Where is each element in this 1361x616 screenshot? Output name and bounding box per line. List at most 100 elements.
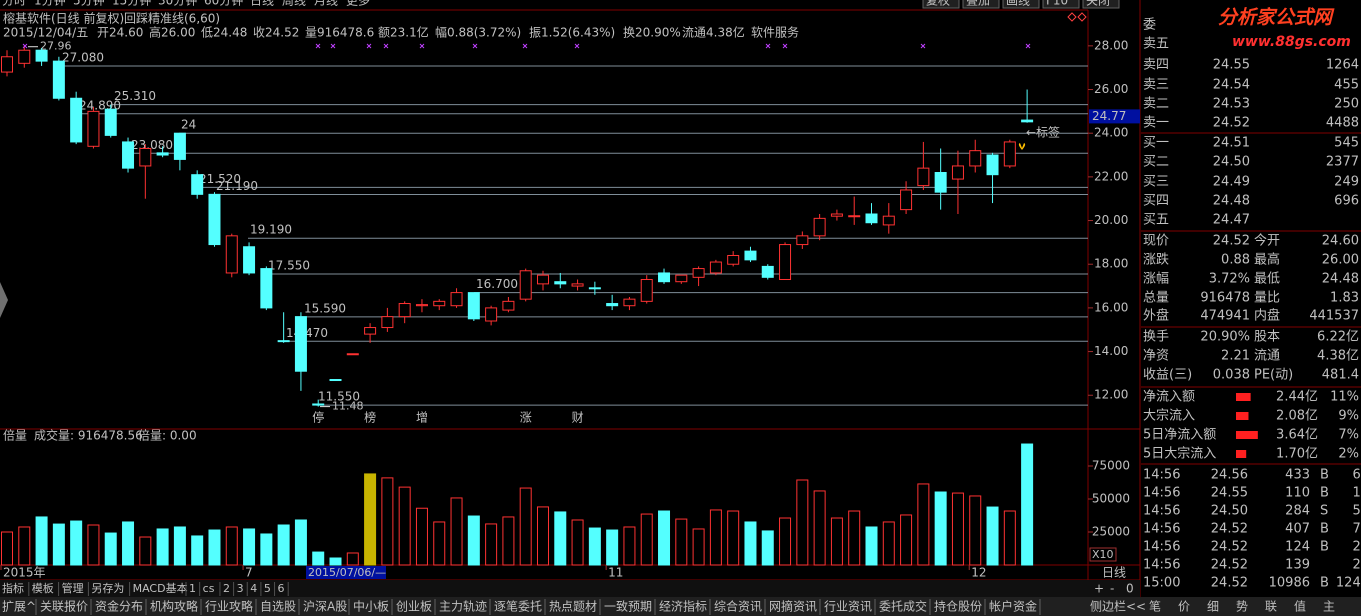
function-tab[interactable]: 创业板	[396, 600, 432, 614]
tool-label[interactable]: 叠加	[966, 0, 990, 8]
tag-label[interactable]: ←标签	[1026, 125, 1060, 140]
tool-label[interactable]: 画线	[1006, 0, 1030, 8]
period-tab[interactable]: 15分钟	[112, 0, 151, 8]
volume-bar	[675, 518, 688, 566]
tool-button[interactable]	[1002, 0, 1040, 9]
function-tab[interactable]: 综合资讯	[714, 599, 762, 614]
window-icon[interactable]	[1067, 12, 1087, 22]
order-price: 24.49	[1213, 175, 1250, 190]
panel-tab[interactable]: 势	[1236, 600, 1248, 614]
indicator-tab[interactable]: 4	[250, 582, 257, 595]
candle-body	[848, 215, 861, 218]
panel-tab[interactable]: 主	[1323, 600, 1335, 614]
y-tick-label: 25000	[1092, 525, 1130, 539]
quote-label: PE(动)	[1254, 368, 1293, 383]
indicator-tab[interactable]: 5	[264, 582, 271, 595]
tool-label[interactable]: 关闭	[1086, 0, 1110, 8]
volume-bar	[744, 521, 757, 566]
tool-label[interactable]: F10	[1046, 0, 1068, 8]
indicator-tab[interactable]: cs	[203, 582, 215, 595]
side-handle[interactable]	[0, 282, 8, 318]
volume-bar	[156, 528, 169, 566]
panel-tab[interactable]: 价	[1178, 600, 1190, 614]
indicator-tab[interactable]: 另存为	[91, 581, 124, 595]
indicator-tab[interactable]: 管理	[62, 581, 84, 595]
panel-tab[interactable]: 笔	[1149, 599, 1161, 614]
event-letter[interactable]: 增	[416, 411, 428, 425]
order-price: 24.53	[1213, 97, 1250, 112]
function-tab[interactable]: 扩展^	[2, 600, 36, 614]
volume-bar	[554, 511, 567, 566]
candle-body	[277, 340, 290, 343]
indicator-tab[interactable]: 1	[189, 582, 196, 595]
function-tab[interactable]: 热点题材	[549, 600, 597, 614]
tick-count: 61	[1352, 468, 1361, 483]
indicator-tab[interactable]: MACD基本	[133, 581, 188, 595]
tick-volume: 139	[1285, 558, 1310, 573]
function-tab[interactable]: 关联报价	[40, 599, 88, 614]
event-letter[interactable]: 涨	[520, 410, 532, 425]
sidebar-toggle[interactable]: 侧边栏<<	[1090, 599, 1146, 614]
tab-bar	[0, 597, 1361, 616]
function-tab[interactable]: 中小板	[353, 599, 389, 614]
zoom-button[interactable]: -	[1110, 582, 1114, 596]
indicator-tab[interactable]: 2	[223, 582, 230, 595]
order-label: 买二	[1143, 155, 1169, 170]
tool-button[interactable]	[922, 0, 960, 9]
tool-button[interactable]	[962, 0, 1000, 9]
function-tab[interactable]: 逐笔委托	[494, 599, 542, 614]
function-tab[interactable]: 网摘资讯	[769, 599, 817, 614]
candle-body	[312, 403, 325, 406]
function-tab[interactable]: 委托成交	[879, 599, 927, 614]
period-tab[interactable]: 5分钟	[73, 0, 105, 8]
tool-button[interactable]	[1042, 0, 1080, 9]
indicator-tab[interactable]: 指标	[2, 581, 24, 595]
candle-body	[1003, 141, 1016, 167]
order-volume: 4488	[1326, 116, 1359, 131]
event-letter[interactable]: 财	[572, 411, 584, 425]
quote-label: 涨幅	[1143, 272, 1169, 287]
function-tab[interactable]: 一致预期	[604, 600, 652, 614]
tick-time: 14:56	[1143, 522, 1180, 537]
tick-side: B	[1320, 522, 1329, 537]
indicator-tab[interactable]: 6	[278, 582, 285, 595]
function-tab[interactable]: 沪深A股	[303, 600, 347, 614]
period-tab[interactable]: 分时	[2, 0, 26, 8]
period-tab[interactable]: 1分钟	[34, 0, 66, 8]
panel-tab[interactable]: 细	[1207, 600, 1219, 614]
tool-label[interactable]: 复权	[926, 0, 950, 8]
function-tab[interactable]: 行业攻略	[205, 599, 253, 614]
event-letter[interactable]: 停	[312, 410, 324, 425]
zoom-button[interactable]: +	[1094, 582, 1104, 596]
function-tab[interactable]: 持仓股份	[934, 599, 982, 614]
quote-value: 481.4	[1322, 368, 1359, 383]
event-marker	[330, 43, 336, 49]
function-tab[interactable]: 资金分布	[95, 599, 143, 614]
level-label: 17.550	[268, 259, 310, 273]
period-tab[interactable]: 日线	[250, 0, 274, 8]
panel-tab[interactable]: 值	[1294, 599, 1306, 614]
tick-count: 1247	[1336, 576, 1361, 591]
watermark-title: 分析家公式网	[1218, 7, 1335, 29]
period-tab[interactable]: 月线	[314, 0, 338, 8]
volume-bar	[104, 532, 117, 566]
event-letter[interactable]: 榜	[364, 410, 376, 425]
function-tab[interactable]: 经济指标	[659, 599, 707, 614]
function-tab[interactable]: 主力轨迹	[439, 600, 487, 614]
tool-button[interactable]	[1082, 0, 1120, 9]
function-tab[interactable]: 行业资讯	[824, 600, 872, 614]
indicator-tab[interactable]: 3	[237, 582, 244, 595]
period-tab[interactable]: 周线	[282, 0, 306, 8]
period-tab[interactable]: 30分钟	[158, 0, 197, 8]
period-tab[interactable]: 60分钟	[204, 0, 243, 8]
candle-body	[606, 303, 619, 307]
function-tab[interactable]: 帐户资金	[989, 599, 1037, 614]
indicator-tab[interactable]: 模板	[32, 581, 54, 595]
zoom-button[interactable]: 0	[1126, 582, 1134, 596]
panel-tab[interactable]: 联	[1265, 600, 1277, 614]
function-tab[interactable]: 机构攻略	[150, 599, 198, 614]
function-tab[interactable]: 自选股	[260, 600, 296, 614]
period-tab[interactable]: 更多	[346, 0, 370, 8]
